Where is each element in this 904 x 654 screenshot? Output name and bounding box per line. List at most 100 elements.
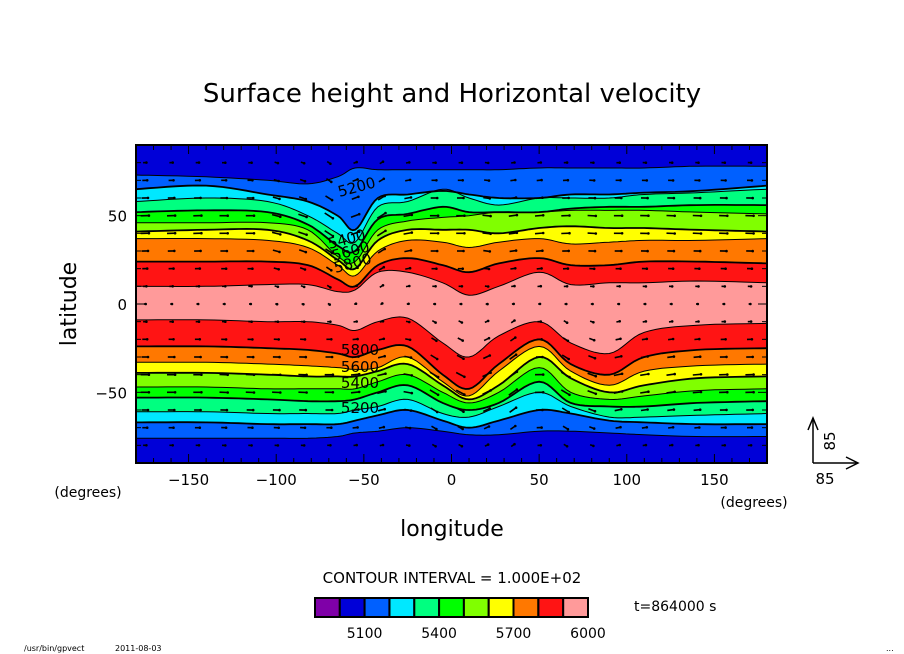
- velocity-vector-head: [409, 356, 413, 359]
- velocity-vector-head: [620, 196, 623, 200]
- velocity-vector-head: [670, 285, 674, 288]
- velocity-vector-head: [672, 408, 676, 411]
- velocity-vector-head: [251, 179, 254, 182]
- velocity-vector-head: [356, 178, 359, 181]
- velocity-vector-head: [330, 251, 334, 255]
- velocity-vector: [455, 371, 465, 378]
- velocity-vector-head: [644, 161, 648, 164]
- velocity-vector-head: [355, 284, 359, 288]
- velocity-vector-head: [146, 355, 150, 359]
- velocity-vector-head: [145, 444, 148, 447]
- velocity-vector-head: [699, 214, 703, 218]
- time-label: t=864000 s: [634, 599, 716, 615]
- velocity-vector-head: [699, 390, 703, 394]
- contour-label-south-5800: 5800: [341, 341, 379, 359]
- velocity-vector-head: [670, 161, 674, 164]
- velocity-vector-head: [673, 372, 676, 376]
- velocity-vector-head: [198, 267, 202, 270]
- contour-line-south-5500: [136, 367, 767, 404]
- x-tick-label: −150: [168, 471, 209, 489]
- velocity-vector-head: [643, 302, 647, 306]
- velocity-vector-head: [489, 371, 492, 375]
- velocity-vector-head: [726, 214, 729, 218]
- velocity-vector-head: [408, 320, 411, 324]
- velocity-vector-head: [197, 444, 201, 447]
- velocity-vector-head: [487, 425, 491, 428]
- velocity-vector-head: [749, 161, 753, 164]
- velocity-vector-head: [304, 197, 308, 201]
- velocity-vector: [482, 389, 491, 396]
- velocity-vector-head: [488, 407, 492, 410]
- velocity-vector-head: [278, 197, 281, 201]
- velocity-vector-head: [698, 267, 701, 271]
- velocity-vector-head: [330, 426, 333, 430]
- velocity-vector-head: [620, 390, 624, 393]
- velocity-vector-head: [617, 302, 621, 306]
- velocity-vector-head: [750, 267, 754, 271]
- velocity-vector-head: [173, 408, 176, 412]
- velocity-vector-head: [697, 443, 700, 447]
- velocity-vector-head: [750, 426, 754, 429]
- velocity-vector-head: [223, 302, 226, 306]
- velocity-vector-head: [199, 249, 202, 253]
- x-tick-labels: −150 −100 −50 0 50 100 150: [168, 471, 729, 489]
- velocity-vector-head: [618, 443, 621, 447]
- colorbar-tick-label: 5700: [496, 626, 532, 642]
- velocity-vector-head: [696, 302, 700, 306]
- reference-vector: 85 85: [807, 416, 860, 488]
- colorbar-cell-5200-5300: [388, 597, 416, 618]
- velocity-vector-head: [670, 443, 674, 447]
- velocity-vector-head: [354, 302, 358, 306]
- velocity-vector-head: [329, 444, 332, 447]
- colorbar-cell-5300-5400: [413, 597, 441, 618]
- colorbar-cell-5900-6000: [562, 597, 590, 618]
- velocity-vector-head: [331, 234, 335, 238]
- velocity-vector-head: [410, 213, 414, 217]
- velocity-vector-head: [276, 285, 280, 289]
- velocity-vector-head: [463, 375, 466, 379]
- reference-vector-x-value: 85: [815, 470, 834, 488]
- velocity-vector-head: [384, 372, 387, 376]
- velocity-vector-head: [252, 373, 256, 377]
- velocity-vector-head: [224, 320, 227, 324]
- velocity-vector-head: [173, 196, 176, 200]
- velocity-vector-head: [146, 408, 150, 412]
- velocity-vector-head: [487, 179, 491, 182]
- velocity-vector-head: [172, 338, 175, 341]
- velocity-vector-head: [514, 178, 517, 182]
- reference-vector-y-arrowhead: [807, 416, 819, 431]
- velocity-vector-head: [145, 179, 149, 182]
- velocity-vector-head: [565, 302, 568, 306]
- velocity-vector-head: [513, 161, 516, 164]
- chart-title: Surface height and Horizontal velocity: [203, 79, 701, 109]
- velocity-vector-head: [514, 406, 518, 410]
- velocity-vector-head: [671, 179, 675, 182]
- contour-line-north-5100: [136, 165, 767, 185]
- contour-line-south-5400: [136, 380, 767, 411]
- velocity-vector-head: [383, 354, 387, 358]
- velocity-vector-head: [382, 425, 386, 429]
- velocity-vector-head: [329, 320, 332, 324]
- velocity-vector-head: [540, 426, 543, 429]
- velocity-vector-head: [593, 409, 597, 413]
- velocity-vector: [560, 371, 570, 378]
- velocity-vector-head: [512, 302, 515, 306]
- velocity-vector-head: [224, 161, 227, 164]
- velocity-vector-head: [277, 338, 281, 341]
- contour-line-north-5600: [136, 225, 767, 271]
- velocity-vector-head: [513, 319, 516, 322]
- contour-line-south-5200: [136, 408, 767, 429]
- velocity-vector-head: [593, 249, 597, 253]
- velocity-vector-head: [302, 303, 305, 306]
- velocity-vector-head: [725, 355, 728, 359]
- velocity-vector-head: [540, 338, 543, 341]
- velocity-vector-head: [673, 390, 676, 394]
- velocity-vector-head: [199, 355, 202, 359]
- velocity-vector-head: [725, 196, 728, 200]
- velocity-vector-head: [147, 391, 151, 394]
- velocity-vector-head: [328, 303, 332, 306]
- velocity-vector-head: [435, 249, 439, 253]
- velocity-vector-head: [670, 302, 673, 306]
- velocity-vector-head: [304, 408, 308, 412]
- velocity-vector: [455, 389, 465, 396]
